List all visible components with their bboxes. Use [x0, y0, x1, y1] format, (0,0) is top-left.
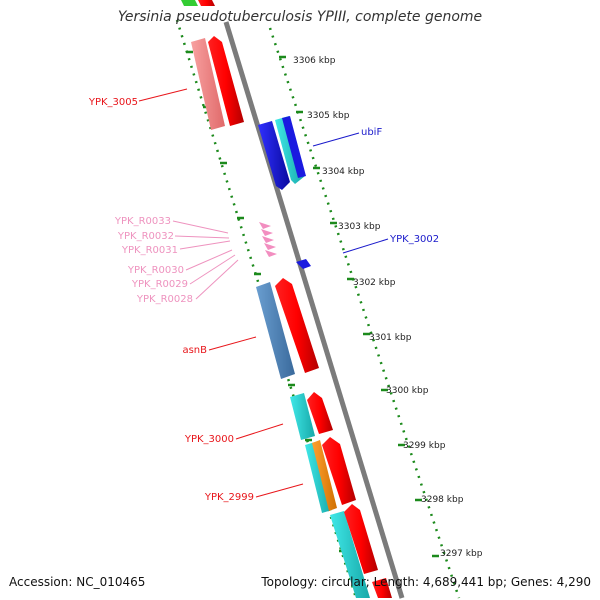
gene-label-ypk-r0033[interactable]: YPK_R0033	[114, 216, 171, 227]
gene-label-ubif[interactable]: ubiF	[361, 127, 382, 138]
scale-label: 3300 kbp	[386, 386, 429, 396]
gene-arrow-red[interactable]	[344, 504, 378, 574]
gene-arrow-red[interactable]	[198, 0, 215, 6]
scale-label: 3302 kbp	[353, 278, 396, 288]
scale-label: 3304 kbp	[322, 167, 365, 177]
gene-label-ypk-r0032[interactable]: YPK_R0032	[117, 231, 174, 242]
scale-label: 3301 kbp	[369, 333, 412, 343]
gene-label-ypk-r0029[interactable]: YPK_R0029	[131, 279, 188, 290]
scale-label: 3305 kbp	[307, 111, 350, 121]
gene-arrow-cyan[interactable]	[330, 511, 370, 598]
scale-label: 3306 kbp	[293, 56, 336, 66]
gene-arrow-cyan[interactable]	[290, 393, 315, 440]
rna-genes[interactable]	[259, 222, 277, 257]
gene-arrow-ypk3005[interactable]	[191, 38, 225, 130]
genome-backbone	[223, 21, 405, 599]
accession-text: Accession: NC_010465	[9, 575, 146, 589]
genome-summary-text: Topology: circular; Length: 4,689,441 bp…	[261, 575, 591, 589]
gene-label-ypk-r0031[interactable]: YPK_R0031	[121, 245, 178, 256]
gene-label-ypk3005[interactable]: YPK_3005	[88, 97, 138, 108]
scale-label: 3303 kbp	[338, 222, 381, 232]
scale-label: 3297 kbp	[440, 549, 483, 559]
gene-arrow-orange[interactable]	[312, 440, 337, 511]
gene-label-ypk-r0028[interactable]: YPK_R0028	[136, 294, 193, 305]
gene-arrow-ypk2999[interactable]	[322, 437, 356, 505]
outer-major-ticks	[279, 55, 439, 558]
gene-arrow-ypk3002[interactable]	[296, 259, 311, 269]
label-leaders	[138, 88, 389, 498]
gene-label-ypk-r0030[interactable]: YPK_R0030	[127, 265, 184, 276]
scale-label: 3299 kbp	[403, 441, 446, 451]
gene-arrow-red[interactable]	[372, 578, 392, 598]
gene-arrow-steel[interactable]	[256, 282, 295, 379]
gene-label-ypk2999[interactable]: YPK_2999	[204, 492, 254, 503]
gene-arrow-ubif[interactable]	[282, 116, 306, 178]
gene-arrow-green[interactable]	[181, 0, 198, 6]
gene-arrow-ypk3000[interactable]	[307, 392, 333, 434]
gene-label-asnb[interactable]: asnB	[182, 345, 207, 356]
gene-arrow-blue[interactable]	[258, 121, 290, 190]
map-title: Yersinia pseudotuberculosis YPIII, compl…	[117, 9, 483, 25]
gene-arrow-red[interactable]	[208, 36, 244, 126]
gene-arrow-asnb[interactable]	[275, 278, 319, 373]
gene-label-ypk3002[interactable]: YPK_3002	[389, 234, 439, 245]
scale-label: 3298 kbp	[421, 495, 464, 505]
gene-label-ypk3000[interactable]: YPK_3000	[184, 434, 234, 445]
